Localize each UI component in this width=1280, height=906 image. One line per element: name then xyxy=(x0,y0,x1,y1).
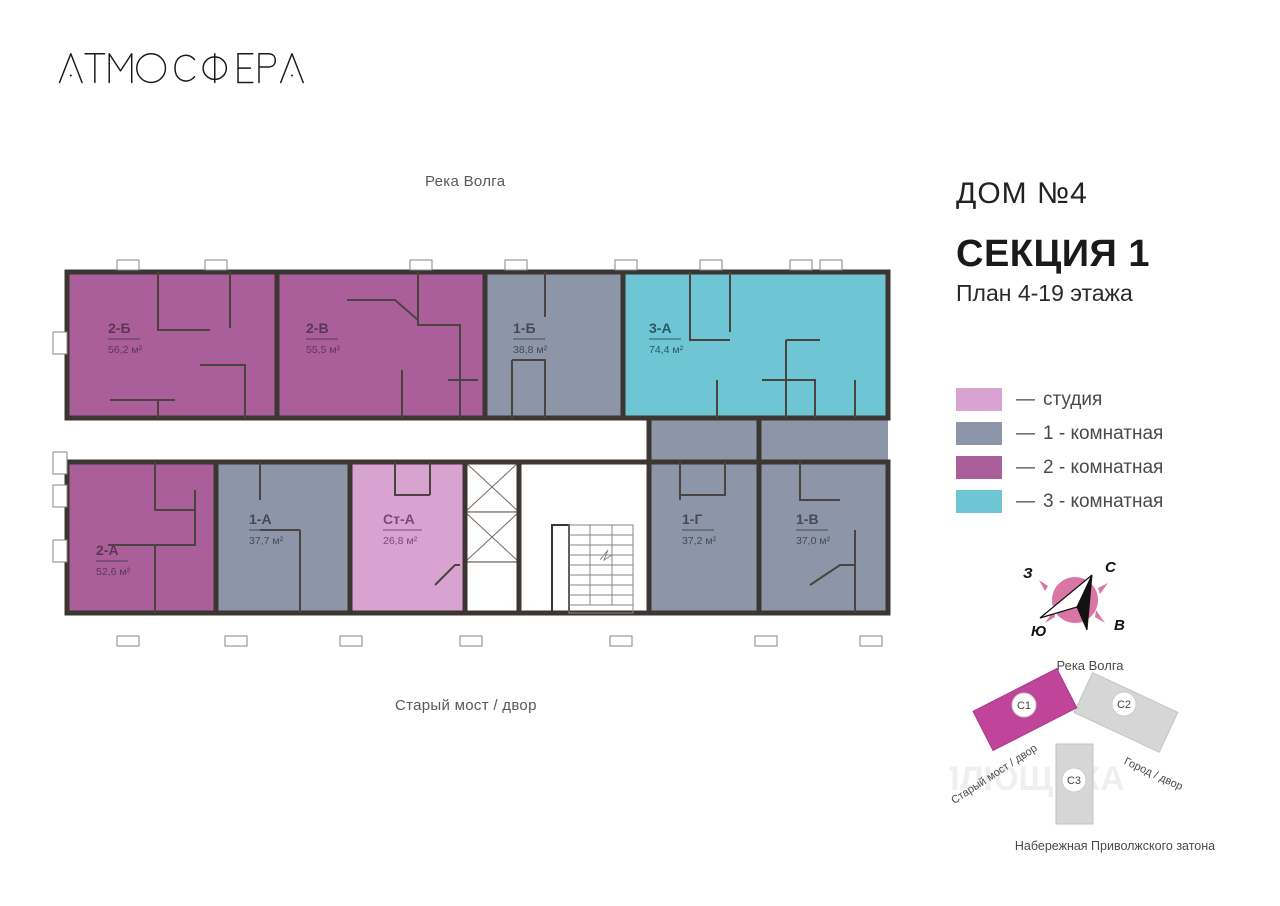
svg-text:Ст-А: Ст-А xyxy=(383,511,415,527)
svg-text:2-А: 2-А xyxy=(96,542,119,558)
svg-text:1-Б: 1-Б xyxy=(513,320,536,336)
svg-text:37,2 м²: 37,2 м² xyxy=(682,535,717,547)
svg-text:26,8 м²: 26,8 м² xyxy=(383,535,418,547)
svg-text:3-А: 3-А xyxy=(649,320,672,336)
svg-text:56,2 м²: 56,2 м² xyxy=(108,344,143,356)
svg-text:1-А: 1-А xyxy=(249,511,272,527)
svg-text:37,7 м²: 37,7 м² xyxy=(249,535,284,547)
svg-text:52,6 м²: 52,6 м² xyxy=(96,566,131,578)
svg-text:1-Г: 1-Г xyxy=(682,511,702,527)
svg-text:2-В: 2-В xyxy=(306,320,329,336)
svg-text:1-В: 1-В xyxy=(796,511,819,527)
svg-text:38,8 м²: 38,8 м² xyxy=(513,344,548,356)
svg-text:37,0 м²: 37,0 м² xyxy=(796,535,831,547)
svg-text:74,4 м²: 74,4 м² xyxy=(649,344,684,356)
svg-text:2-Б: 2-Б xyxy=(108,320,131,336)
svg-text:55,5 м²: 55,5 м² xyxy=(306,344,341,356)
